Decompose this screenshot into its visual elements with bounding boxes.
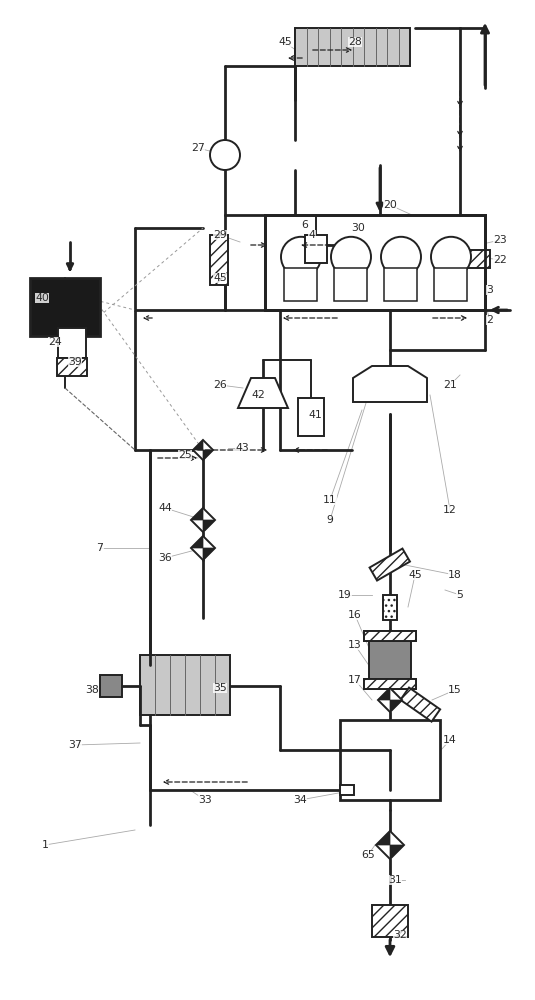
Text: 39: 39 (68, 357, 82, 367)
Text: 38: 38 (85, 685, 99, 695)
Bar (372, 905, 408, 937)
Text: 32: 32 (393, 930, 407, 940)
Polygon shape (193, 440, 203, 450)
Bar (364, 631, 416, 641)
Bar (364, 679, 416, 689)
Bar (295, 28, 410, 66)
Text: 45: 45 (408, 570, 422, 580)
Text: 41: 41 (308, 410, 322, 420)
Bar (57, 358, 87, 376)
Text: 42: 42 (251, 390, 265, 400)
Polygon shape (390, 845, 404, 859)
Text: 45: 45 (213, 273, 227, 283)
Text: 45: 45 (278, 37, 292, 47)
Bar (265, 215, 485, 310)
Bar (340, 720, 440, 800)
Polygon shape (191, 508, 215, 532)
Polygon shape (238, 378, 288, 408)
Text: 15: 15 (448, 685, 462, 695)
Circle shape (331, 237, 371, 277)
Text: 25: 25 (178, 450, 192, 460)
Text: 29: 29 (213, 230, 227, 240)
Text: 2: 2 (486, 315, 493, 325)
Bar (383, 595, 397, 620)
Text: 14: 14 (443, 735, 457, 745)
Polygon shape (390, 700, 402, 712)
Bar (364, 679, 416, 689)
Text: 19: 19 (338, 590, 352, 600)
Circle shape (281, 237, 321, 277)
Bar (340, 785, 354, 795)
Text: 5: 5 (456, 590, 463, 600)
Polygon shape (193, 440, 213, 460)
Bar (334, 268, 366, 301)
Bar (298, 398, 324, 436)
Text: 65: 65 (361, 850, 375, 860)
Polygon shape (191, 508, 203, 520)
Bar (369, 641, 411, 679)
Bar (265, 215, 485, 310)
Bar (305, 235, 327, 263)
Bar (364, 631, 416, 641)
Bar (140, 655, 230, 715)
Text: 27: 27 (191, 143, 205, 153)
Polygon shape (203, 450, 213, 460)
Circle shape (431, 237, 471, 277)
Circle shape (210, 140, 240, 170)
Bar (462, 250, 490, 268)
Polygon shape (378, 688, 390, 700)
Text: 34: 34 (293, 795, 307, 805)
Text: 18: 18 (448, 570, 462, 580)
Text: 3: 3 (486, 285, 493, 295)
Text: 31: 31 (388, 875, 402, 885)
Text: 37: 37 (68, 740, 82, 750)
Text: 7: 7 (96, 543, 103, 553)
Text: 6: 6 (302, 220, 309, 230)
Polygon shape (376, 831, 404, 859)
Text: 30: 30 (351, 223, 365, 233)
Bar (210, 235, 228, 285)
Polygon shape (353, 366, 427, 402)
Text: 21: 21 (443, 380, 457, 390)
Circle shape (381, 237, 421, 277)
Bar (284, 268, 317, 301)
Text: 44: 44 (158, 503, 172, 513)
Text: 28: 28 (348, 37, 362, 47)
Text: 20: 20 (383, 200, 397, 210)
Text: 12: 12 (443, 505, 457, 515)
Text: 16: 16 (348, 610, 362, 620)
Text: 11: 11 (323, 495, 337, 505)
Bar (370, 549, 410, 581)
Text: 13: 13 (348, 640, 362, 650)
Text: 33: 33 (198, 795, 212, 805)
Text: 22: 22 (493, 255, 507, 265)
Polygon shape (203, 520, 215, 532)
Polygon shape (191, 536, 215, 560)
Text: 40: 40 (35, 293, 49, 303)
Polygon shape (203, 548, 215, 560)
Bar (400, 688, 440, 722)
Bar (384, 268, 417, 301)
Text: 23: 23 (493, 235, 507, 245)
Text: 24: 24 (48, 337, 62, 347)
Text: 43: 43 (235, 443, 249, 453)
Text: 26: 26 (213, 380, 227, 390)
Text: 1: 1 (42, 840, 49, 850)
Text: 17: 17 (348, 675, 362, 685)
Text: 35: 35 (213, 683, 227, 693)
Bar (58, 328, 86, 358)
Text: 4: 4 (309, 230, 316, 240)
Polygon shape (376, 831, 390, 845)
Text: 36: 36 (158, 553, 172, 563)
Text: 9: 9 (326, 515, 333, 525)
Polygon shape (378, 688, 402, 712)
Bar (30, 278, 100, 336)
Bar (100, 675, 122, 697)
Bar (434, 268, 467, 301)
Polygon shape (191, 536, 203, 548)
